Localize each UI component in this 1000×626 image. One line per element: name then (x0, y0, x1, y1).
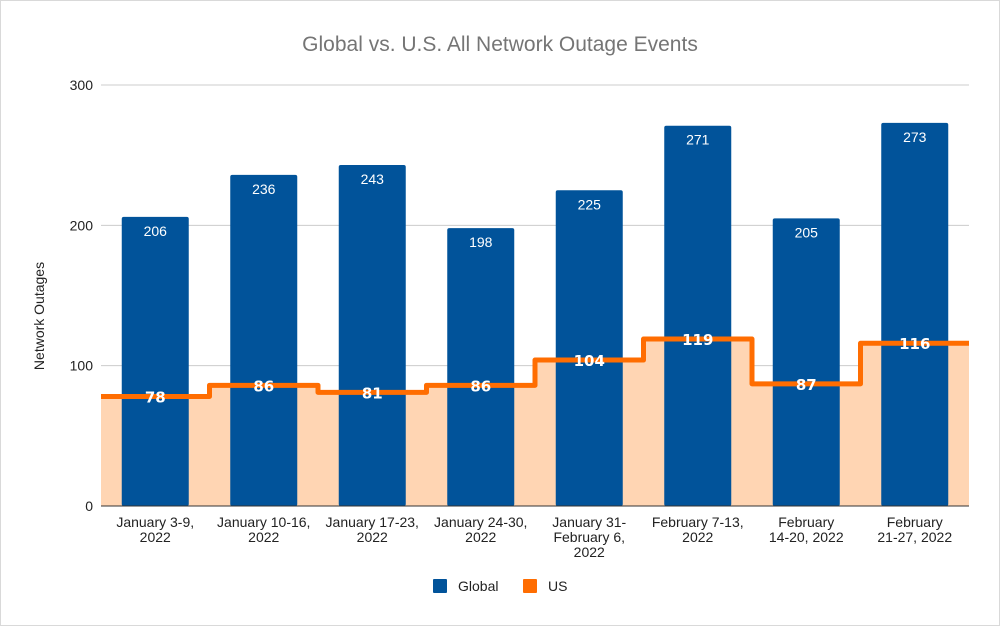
legend: Global US (433, 578, 567, 594)
global-bars (101, 122, 969, 507)
global-bar (881, 122, 949, 506)
y-tick-label: 200 (70, 217, 94, 233)
us-data-label: 104 (574, 352, 605, 370)
x-tick-label: January 3-9, 2022 (116, 514, 194, 545)
us-line-layer (101, 336, 969, 400)
x-tick-label: January 24-30, 2022 (434, 514, 527, 545)
global-bar (121, 216, 189, 506)
global-data-label: 243 (361, 171, 385, 187)
global-data-label: 198 (469, 234, 493, 250)
global-data-label: 236 (252, 181, 276, 197)
chart-title: Global vs. U.S. All Network Outage Event… (302, 33, 698, 56)
y-tick-label: 0 (85, 498, 93, 514)
us-line (101, 336, 969, 400)
global-data-label: 273 (903, 129, 927, 145)
global-data-label: 205 (795, 224, 819, 240)
x-axis-ticks: January 3-9, 2022 January 10-16, 2022 Januar… (116, 514, 952, 560)
global-bar (230, 174, 298, 506)
x-tick-label: January 31-February 6, 2022 (552, 514, 626, 560)
x-tick-label: February 14-20, 2022 (769, 514, 844, 545)
global-bar (664, 125, 732, 507)
x-tick-label: February 7-13, 2022 (652, 514, 744, 545)
us-data-label: 81 (362, 384, 383, 402)
legend-swatch-us (523, 579, 537, 593)
us-data-label: 86 (253, 377, 274, 395)
us-data-label: 78 (145, 389, 166, 407)
us-data-label: 116 (899, 335, 930, 353)
global-bar (772, 218, 840, 507)
global-bar (447, 228, 515, 506)
y-axis-label: Network Outages (31, 262, 47, 370)
us-data-label: 87 (796, 376, 817, 394)
legend-label-us: US (548, 578, 567, 594)
global-data-label: 271 (686, 132, 710, 148)
global-bar (338, 164, 406, 507)
legend-swatch-global (433, 579, 447, 593)
global-data-label: 225 (578, 196, 602, 212)
us-data-label: 86 (470, 377, 491, 395)
global-data-label: 206 (144, 223, 168, 239)
data-labels: 206 236 243 198 225 271 205 273 78 86 81 86 104 119 87… (144, 129, 931, 407)
global-bar (555, 190, 623, 506)
x-tick-label: January 17-23, 2022 (326, 514, 419, 545)
legend-label-global: Global (458, 578, 498, 594)
x-tick-label: February 21-27, 2022 (877, 514, 952, 545)
y-axis-ticks: 0 100 200 300 (70, 77, 94, 514)
x-tick-label: January 10-16, 2022 (217, 514, 310, 545)
us-data-label: 119 (682, 331, 713, 349)
y-tick-label: 300 (70, 77, 94, 93)
y-tick-label: 100 (70, 358, 94, 374)
